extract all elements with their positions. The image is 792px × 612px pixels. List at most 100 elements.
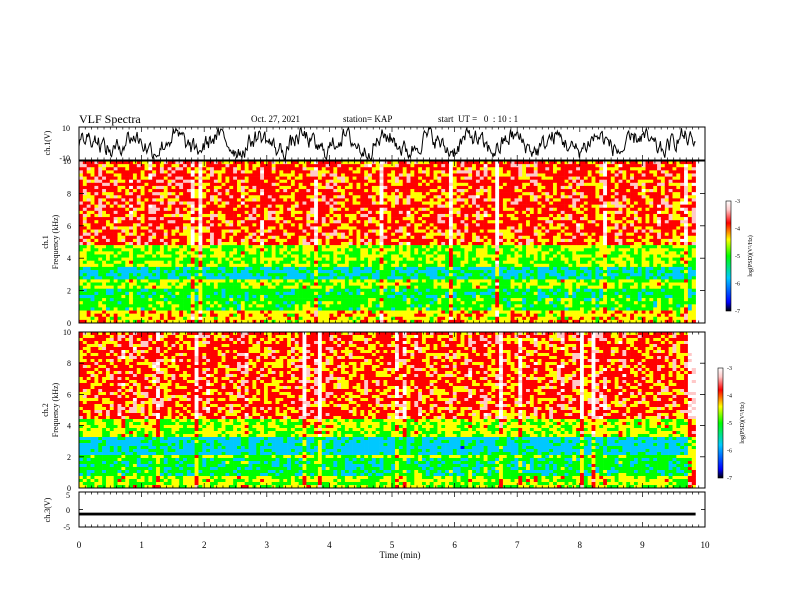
spectrogram-cell [587, 198, 592, 202]
spectrogram-cell [418, 179, 423, 184]
spectrogram-cell [572, 192, 577, 196]
spectrogram-cell [217, 182, 222, 187]
spectrogram-cell [229, 229, 234, 233]
spectrogram-cell [533, 176, 538, 180]
spectrogram-cell [283, 204, 288, 209]
spectrogram-cell [606, 164, 612, 168]
spectrogram-cell [418, 238, 423, 243]
spectrogram-cell [687, 185, 693, 190]
spectrogram-cell [522, 248, 527, 252]
spectrogram-cell [421, 223, 427, 227]
spectrogram-cell [298, 226, 303, 230]
spectrogram-cell [560, 201, 565, 205]
spectrogram-cell [545, 226, 550, 230]
spectrogram-cell [140, 217, 145, 221]
spectrogram-cell [136, 173, 141, 177]
spectrogram-cell [672, 182, 677, 187]
spectrogram-cell [603, 167, 608, 171]
spectrogram-cell [105, 170, 111, 174]
spectrogram-cell [437, 235, 442, 240]
spectrogram-cell [475, 173, 481, 177]
spectrogram-cell [229, 167, 234, 171]
spectrogram-cell [676, 164, 681, 168]
spectrogram-cell [630, 207, 635, 212]
spectrogram-cell [105, 161, 111, 165]
spectrogram-cell [252, 192, 257, 196]
spectrogram-cell [121, 254, 126, 258]
spectrogram-cell [121, 176, 126, 180]
spectrogram-cell [283, 176, 288, 180]
spectrogram-cell [560, 189, 565, 193]
spectrogram-cell [167, 201, 172, 205]
spectrogram-cell [622, 195, 627, 199]
spectrogram-cell [518, 185, 523, 190]
spectrogram-cell [618, 185, 623, 190]
spectrogram-cell [156, 229, 161, 233]
spectrogram-cell [660, 161, 666, 165]
spectrogram-cell [649, 213, 654, 218]
spectrogram-cell [441, 189, 446, 193]
spectrogram-cell [113, 226, 118, 230]
spectrogram-cell [94, 254, 99, 258]
spectrogram-cell [429, 217, 434, 221]
spectrogram-cell [653, 179, 658, 184]
spectrogram-cell [194, 251, 199, 255]
spectrogram-cell [479, 213, 484, 218]
spectrogram-cell [109, 229, 114, 233]
spectrogram-cell [572, 238, 577, 243]
spectrogram-cell [472, 179, 477, 184]
spectrogram-cell [522, 235, 527, 240]
spectrogram-cell [452, 254, 457, 258]
spectrogram-cell [371, 235, 377, 240]
spectrogram-cell [533, 195, 538, 199]
spectrogram-cell [391, 182, 396, 187]
spectrogram-cell [294, 223, 299, 227]
spectrogram-cell [275, 167, 280, 171]
spectrogram-cell [410, 251, 415, 255]
spectrogram-cell [198, 176, 203, 180]
spectrogram-cell [225, 229, 230, 233]
spectrogram-cell [171, 245, 176, 249]
spectrogram-cell [79, 238, 84, 243]
spectrogram-cell [603, 229, 608, 233]
spectrogram-cell [560, 185, 565, 190]
spectrogram-cell [344, 229, 350, 233]
spectrogram-cell [641, 192, 646, 196]
spectrogram-cell [491, 182, 496, 187]
spectrogram-cell [325, 223, 330, 227]
spectrogram-cell [545, 189, 550, 193]
spectrogram-cell [333, 238, 338, 243]
spectrogram-cell [267, 229, 272, 233]
spectrogram-cell [595, 254, 600, 258]
spectrogram-cell [595, 167, 600, 171]
spectrogram-cell [364, 217, 369, 221]
spectrogram-cell [691, 223, 696, 227]
spectrogram-cell [341, 195, 346, 199]
spectrogram-cell [148, 201, 153, 205]
spectrogram-cell [163, 254, 168, 258]
spectrogram-cell [121, 167, 126, 171]
spectrogram-cell [591, 204, 596, 209]
spectrogram-cell [583, 179, 588, 184]
spectrogram-cell [279, 204, 284, 209]
spectrogram-cell [475, 170, 481, 174]
spectrogram-cell [425, 192, 430, 196]
spectrogram-cell [637, 189, 642, 193]
spectrogram-cell [325, 161, 330, 165]
spectrogram-cell [256, 235, 261, 240]
spectrogram-cell [140, 248, 145, 252]
spectrogram-cell [263, 229, 269, 233]
spectrogram-cell [560, 251, 565, 255]
spectrogram-cell [387, 217, 392, 221]
spectrogram-cell [221, 251, 226, 255]
spectrogram-cell [86, 198, 91, 202]
spectrogram-cell [140, 251, 145, 255]
spectrogram-cell [152, 257, 157, 261]
spectrogram-cell [680, 182, 685, 187]
spectrogram-cell [183, 195, 188, 199]
spectrogram-cell [595, 161, 600, 165]
spectrogram-cell [294, 229, 299, 233]
spectrogram-cell [568, 170, 573, 174]
spectrogram-cell [587, 204, 592, 209]
spectrogram-cell [445, 213, 450, 218]
